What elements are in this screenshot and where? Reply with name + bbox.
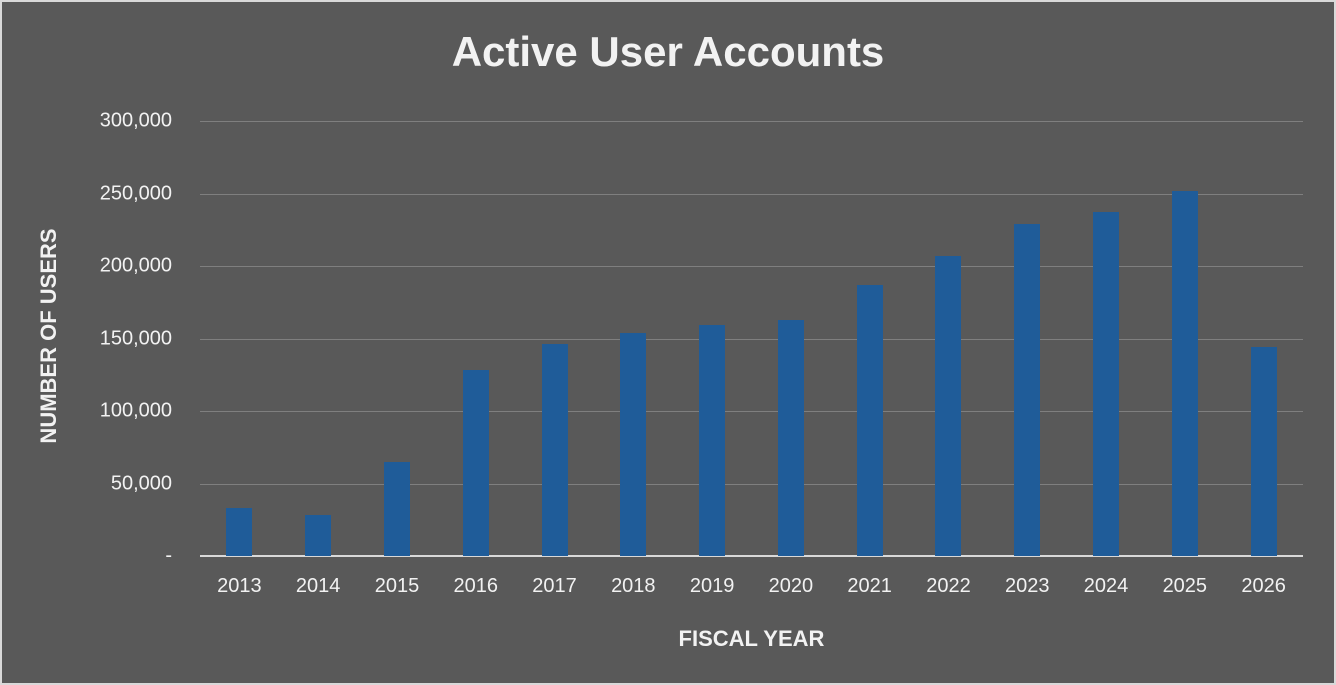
bar-2017[interactable] [541,344,568,556]
x-tick-label: 2021 [847,575,892,597]
y-tick-label: 300,000 [99,109,172,132]
y-tick-label: 50,000 [110,472,172,494]
x-tick-label: 2026 [1241,575,1286,597]
x-tick-label: 2016 [453,575,499,597]
bar-2024[interactable] [1093,212,1120,556]
bar-2019[interactable] [699,325,726,556]
bar-2026[interactable] [1250,347,1277,556]
chart-title: Active User Accounts [451,28,885,75]
x-tick-label: 2014 [295,575,341,597]
x-tick-label: 2020 [768,575,814,597]
gridline [200,483,1303,485]
x-axis-title: FISCAL YEAR [678,626,825,651]
bar-2020[interactable] [777,319,804,556]
bar-2014[interactable] [305,515,332,556]
bar-2023[interactable] [1014,223,1041,556]
x-tick-label: 2024 [1083,575,1129,597]
gridline [200,121,1303,122]
bar-2022[interactable] [935,255,962,556]
x-tick-label: 2013 [217,575,262,597]
bar-2015[interactable] [383,461,410,556]
bar-2013[interactable] [226,508,253,556]
x-tick-label: 2017 [532,575,577,597]
plot-area [200,121,1303,557]
x-tick-label: 2018 [611,575,656,597]
y-tick-label: 200,000 [99,254,172,277]
x-tick-label: 2015 [374,575,420,597]
y-tick-label: 150,000 [99,327,172,349]
bar-2018[interactable] [620,332,647,556]
y-tick-label: - [165,544,172,567]
x-axis-line [200,555,1303,557]
gridline [200,193,1303,195]
gridline [200,338,1303,340]
x-tick-label: 2023 [1005,575,1050,597]
y-tick-label: 250,000 [99,182,172,204]
y-tick-label: 100,000 [99,399,172,422]
bar-2021[interactable] [856,284,883,556]
x-tick-label: 2022 [926,575,971,597]
bar-2016[interactable] [462,370,489,556]
x-tick-label: 2019 [689,575,735,597]
gridline [200,266,1303,267]
y-axis-title: NUMBER OF USERS [36,228,61,444]
x-tick-label: 2025 [1162,575,1208,597]
gridline [200,411,1303,412]
bar-2025[interactable] [1171,190,1198,556]
